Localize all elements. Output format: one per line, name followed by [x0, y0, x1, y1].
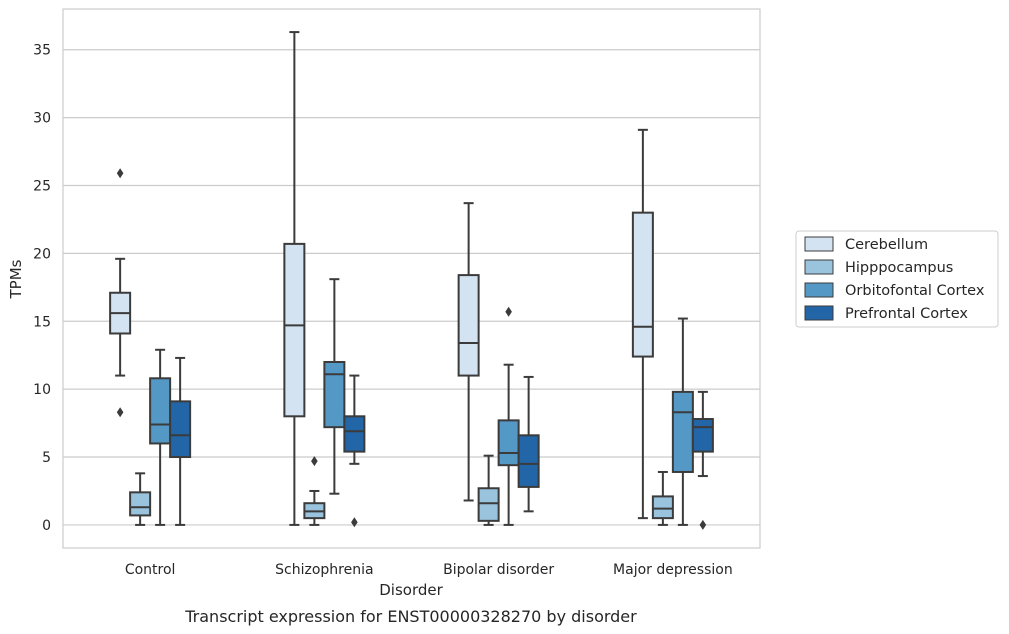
legend-swatch — [804, 236, 834, 252]
y-tick-label: 5 — [42, 450, 51, 466]
y-tick-label: 20 — [33, 246, 51, 262]
box — [497, 306, 520, 526]
box — [343, 374, 366, 528]
y-tick-label: 10 — [33, 382, 51, 398]
box — [517, 375, 540, 513]
box-body — [323, 360, 346, 429]
legend: Cerebellum Hipppocampus Orbitofontal Corte… — [795, 230, 999, 328]
box — [631, 128, 654, 520]
box — [129, 472, 152, 526]
box-body — [691, 418, 714, 453]
chart-caption: Transcript expression for ENST0000032827… — [184, 607, 637, 626]
outlier-point — [699, 519, 707, 530]
legend-frame — [795, 230, 999, 328]
series-group — [129, 454, 674, 526]
y-tick-label: 25 — [33, 178, 51, 194]
x-tick-label: Schizophrenia — [275, 562, 373, 578]
box — [457, 202, 480, 502]
x-axis-label: Disorder — [379, 581, 443, 599]
legend-swatch — [804, 282, 834, 298]
plot-frame — [62, 8, 761, 549]
box — [283, 31, 306, 526]
legend-swatch — [804, 305, 834, 321]
box-body — [477, 487, 500, 522]
x-tick-label: Major depression — [613, 562, 733, 578]
box — [691, 390, 714, 530]
box-body — [497, 419, 520, 467]
box — [303, 456, 326, 526]
box — [109, 168, 132, 418]
box — [323, 278, 346, 495]
box-body — [343, 415, 366, 453]
y-tick-labels: 0 5 10 15 20 25 30 35 — [33, 43, 51, 534]
y-tick-label: 15 — [33, 314, 51, 330]
series-group — [149, 278, 694, 526]
legend-swatch — [804, 259, 834, 275]
box-body — [283, 242, 306, 418]
outlier-point — [116, 168, 124, 179]
x-tick-label: Control — [125, 562, 176, 578]
y-tick-label: 35 — [33, 43, 51, 59]
legend-label: Cerebellum — [845, 237, 928, 253]
outlier-point — [311, 456, 318, 467]
box-body — [631, 211, 654, 358]
box — [651, 470, 674, 526]
outlier-point — [116, 407, 124, 418]
series-group — [169, 356, 714, 530]
y-tick-label: 30 — [33, 111, 51, 127]
outlier-point — [505, 306, 512, 317]
outlier-point — [351, 517, 358, 528]
legend-label: Orbitofontal Cortex — [845, 283, 985, 299]
box — [169, 356, 192, 526]
box-series-group — [109, 31, 714, 530]
box-body — [651, 495, 674, 520]
grid-lines — [63, 49, 760, 526]
box-body — [457, 274, 480, 377]
x-tick-labels: Control Schizophrenia Bipolar disorder Majo… — [125, 562, 733, 578]
box-body — [149, 377, 172, 445]
box — [149, 348, 172, 526]
box-body — [517, 434, 540, 488]
legend-label: Hipppocampus — [845, 260, 953, 276]
y-axis-label: TPMs — [7, 259, 25, 299]
legend-label: Prefrontal Cortex — [845, 306, 968, 322]
box — [477, 454, 500, 526]
x-tick-label: Bipolar disorder — [443, 562, 554, 578]
box-body — [169, 400, 192, 459]
series-group — [109, 31, 654, 526]
box-body — [671, 390, 694, 473]
box-body — [129, 491, 152, 517]
y-tick-label: 0 — [42, 518, 51, 534]
box — [671, 317, 694, 526]
